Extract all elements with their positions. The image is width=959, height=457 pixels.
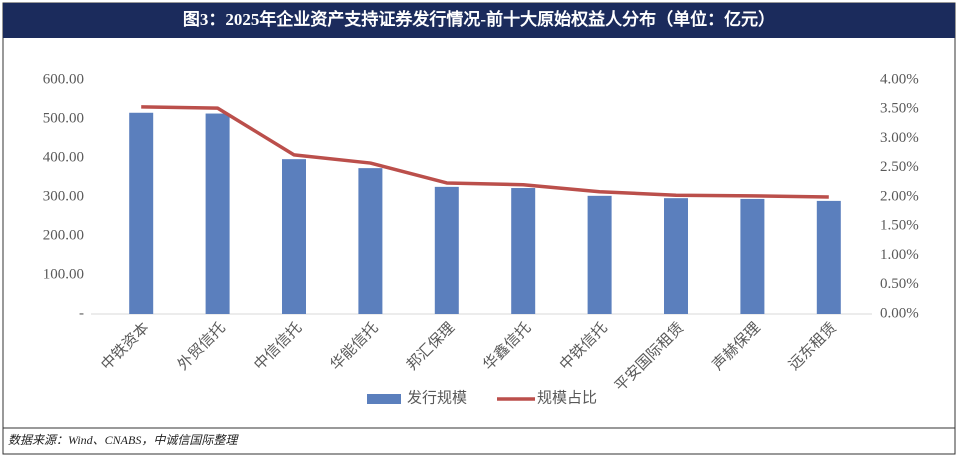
y2-tick-label: 1.00%: [880, 247, 919, 263]
legend-label: 发行规模: [407, 389, 467, 406]
y2-tick-label: 2.50%: [880, 159, 919, 175]
y2-tick-label: 0.00%: [880, 305, 919, 321]
legend-label: 规模占比: [537, 389, 597, 406]
bar: [282, 159, 306, 314]
bar: [816, 200, 841, 314]
y2-tick-label: 1.50%: [880, 218, 919, 234]
y-tick-label: 300.00: [43, 188, 84, 204]
y-tick-label: 600.00: [43, 71, 84, 87]
y-tick-label: -: [79, 305, 84, 321]
y2-tick-label: 3.50%: [880, 101, 919, 117]
y2-tick-label: 4.00%: [880, 71, 919, 87]
bar: [358, 168, 383, 314]
line: [141, 105, 829, 199]
bar: [205, 113, 230, 314]
y-tick-label: 100.00: [43, 266, 84, 282]
chart-title: 图3：2025年企业资产支持证券发行情况-前十大原始权益人分布（单位：亿元）: [183, 9, 775, 29]
y-tick-label: 400.00: [43, 149, 84, 165]
bar: [434, 186, 459, 314]
y2-tick-label: 3.00%: [880, 130, 919, 146]
bar: [740, 198, 765, 314]
bar: [587, 195, 612, 314]
y-tick-label: 200.00: [43, 227, 84, 243]
title-bar: [3, 3, 955, 38]
bar: [511, 188, 536, 314]
source: 数据来源：Wind、CNABS，中诚信国际整理: [8, 433, 239, 447]
bar: [664, 198, 688, 314]
y2-tick-label: 2.00%: [880, 188, 919, 204]
y2-tick-label: 0.50%: [880, 276, 919, 292]
legend-swatch: [367, 394, 401, 404]
bar: [129, 112, 154, 314]
y-tick-label: 500.00: [43, 110, 84, 126]
